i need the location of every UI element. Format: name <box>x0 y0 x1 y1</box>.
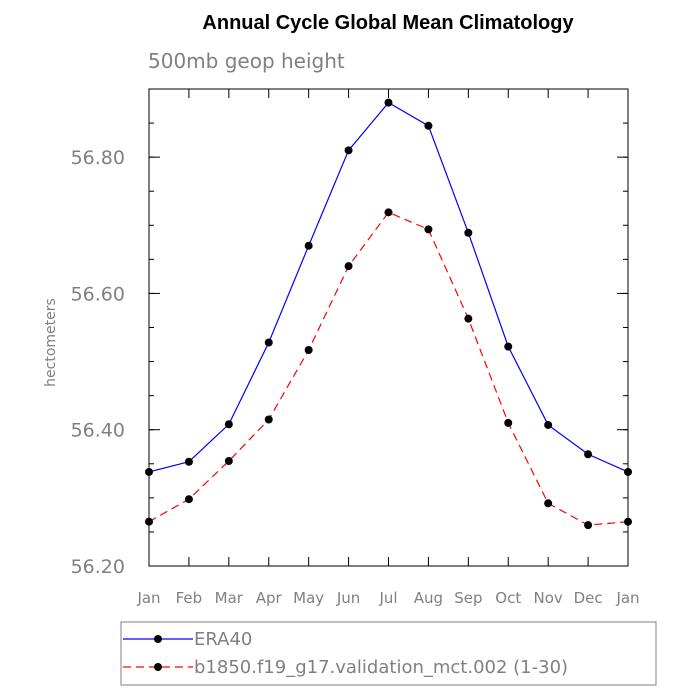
x-tick-label: Jan <box>136 589 160 607</box>
x-tick-label: Feb <box>176 589 203 607</box>
data-point <box>344 262 353 271</box>
data-point <box>145 517 153 526</box>
data-point <box>184 457 193 466</box>
x-tick-label: Jun <box>336 589 360 607</box>
data-point <box>624 467 632 476</box>
series-1 <box>145 208 632 530</box>
x-tick-label: Apr <box>256 589 283 607</box>
data-point <box>145 467 153 476</box>
data-point <box>624 517 632 526</box>
data-point <box>584 521 593 530</box>
data-point <box>304 345 313 354</box>
data-point <box>344 146 353 155</box>
y-tick-label: 56.20 <box>71 556 125 578</box>
x-tick-label: May <box>293 589 324 607</box>
y-tick-label: 56.80 <box>71 147 125 169</box>
data-point <box>184 495 193 504</box>
legend: ERA40 b1850.f19_g17.validation_mct.002 (1… <box>120 621 657 686</box>
data-point <box>504 418 513 427</box>
x-tick-label: Dec <box>574 589 603 607</box>
series-line <box>148 101 629 473</box>
y-tick-label: 56.40 <box>71 420 125 442</box>
data-point <box>224 420 233 429</box>
legend-box <box>120 621 657 686</box>
x-tick-label: Oct <box>495 589 521 607</box>
data-point <box>224 457 233 466</box>
chart-subtitle: 500mb geop height <box>148 49 345 73</box>
x-tick-label: Nov <box>534 589 563 607</box>
series-layer <box>145 98 632 530</box>
x-tick-label: Mar <box>215 589 244 607</box>
legend-marker <box>154 635 162 643</box>
x-tick-label: Aug <box>414 589 443 607</box>
chart-title: Annual Cycle Global Mean Climatology <box>202 12 574 34</box>
legend-label: b1850.f19_g17.validation_mct.002 (1-30) <box>194 657 568 678</box>
plot-frame <box>148 88 629 567</box>
series-line <box>148 211 629 526</box>
legend-marker <box>154 663 162 671</box>
data-point <box>584 450 593 459</box>
series-0 <box>145 98 632 476</box>
legend-label: ERA40 <box>194 629 252 650</box>
data-point <box>384 98 393 107</box>
data-point <box>464 228 473 237</box>
y-tick-label: 56.60 <box>71 283 125 305</box>
data-point <box>464 314 473 323</box>
data-point <box>264 338 273 347</box>
y-axis-label: hectometers <box>43 298 59 387</box>
data-point <box>424 225 433 234</box>
axes: Jan Feb Mar Apr May Jun Jul Aug Sep Oct Nov Dec Jan 5… <box>43 88 640 607</box>
data-point <box>544 420 553 429</box>
data-point <box>384 208 393 217</box>
data-point <box>544 499 553 508</box>
data-point <box>304 241 313 250</box>
data-point <box>264 415 273 424</box>
x-tick-label: Sep <box>454 589 482 607</box>
data-point <box>424 121 433 130</box>
x-tick-label: Jul <box>378 589 397 607</box>
data-point <box>504 342 513 351</box>
x-tick-label: Jan <box>615 589 639 607</box>
